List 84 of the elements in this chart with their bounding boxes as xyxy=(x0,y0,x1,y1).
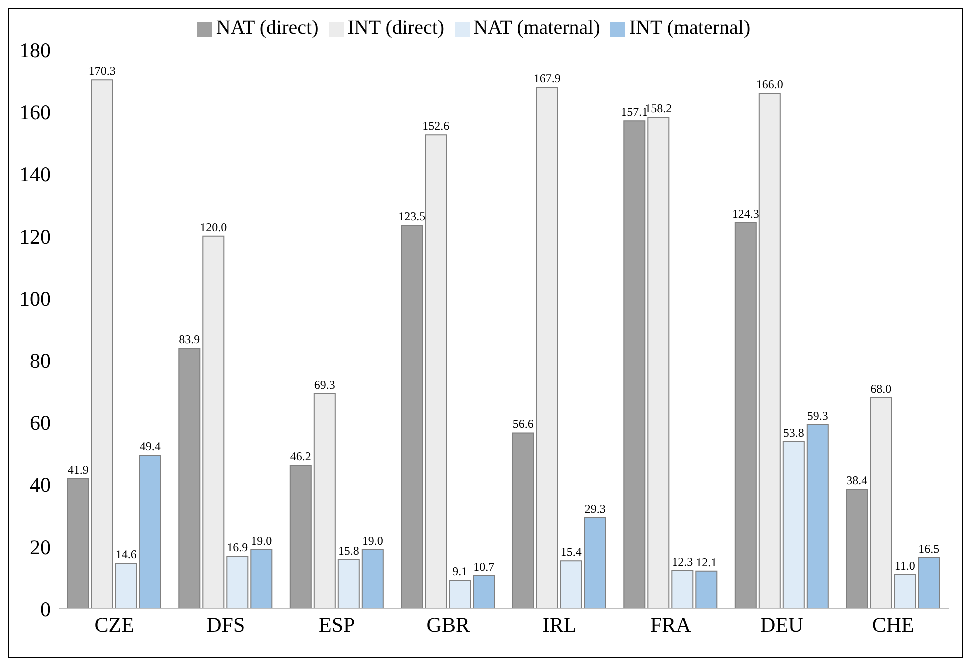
bar xyxy=(584,518,606,609)
bar xyxy=(67,478,90,609)
data-label: 12.1 xyxy=(696,555,718,570)
y-tick-label: 60 xyxy=(30,411,51,436)
bar xyxy=(894,574,916,609)
bar xyxy=(624,120,646,609)
y-tick-label: 160 xyxy=(20,100,51,125)
bar xyxy=(115,563,138,609)
x-tick-label: ESP xyxy=(319,612,356,637)
legend-label: NAT (direct) xyxy=(216,17,319,39)
y-tick-label: 40 xyxy=(30,473,51,498)
data-label: 46.2 xyxy=(290,450,312,464)
bar xyxy=(536,87,558,609)
data-label: 9.1 xyxy=(452,564,468,579)
bar xyxy=(139,455,162,609)
bar xyxy=(250,549,273,609)
legend-label: INT (direct) xyxy=(348,17,445,39)
data-label: 15.4 xyxy=(560,545,582,560)
bar xyxy=(648,117,670,609)
bar xyxy=(473,575,496,609)
bar xyxy=(449,580,472,609)
data-label: 152.6 xyxy=(422,119,450,134)
data-label: 68.0 xyxy=(870,382,892,396)
legend-label: NAT (maternal) xyxy=(474,17,600,39)
bar xyxy=(758,92,781,609)
bar xyxy=(512,432,534,609)
legend-label: INT (maternal) xyxy=(629,17,751,39)
bar xyxy=(560,560,582,609)
data-label: 49.4 xyxy=(140,440,161,454)
bar xyxy=(401,224,424,609)
bar xyxy=(91,80,114,609)
x-tick-label: IRL xyxy=(542,612,577,637)
data-label: 170.3 xyxy=(88,64,116,78)
bar xyxy=(314,393,336,609)
data-label: 15.8 xyxy=(338,544,360,558)
y-tick-label: 0 xyxy=(40,597,51,622)
data-label: 56.6 xyxy=(512,417,534,432)
bar xyxy=(672,570,694,609)
data-label: 12.3 xyxy=(672,554,694,569)
bar xyxy=(202,236,225,609)
x-tick-label: CZE xyxy=(94,612,134,637)
data-label: 124.3 xyxy=(732,206,760,221)
bar xyxy=(696,570,718,609)
y-tick-label: 120 xyxy=(20,224,51,249)
bar xyxy=(425,134,448,609)
data-label: 11.0 xyxy=(894,558,916,573)
x-tick-label: GBR xyxy=(426,612,470,637)
bar xyxy=(226,556,249,609)
bar xyxy=(806,424,829,609)
y-tick-label: 100 xyxy=(20,286,51,311)
data-label: 120.0 xyxy=(200,220,228,234)
y-tick-label: 20 xyxy=(30,535,51,560)
data-label: 38.4 xyxy=(846,474,868,488)
data-label: 59.3 xyxy=(807,408,828,423)
data-label: 16.9 xyxy=(227,540,248,555)
data-label: 16.5 xyxy=(918,542,940,556)
x-tick-label: DFS xyxy=(206,612,246,637)
data-label: 166.0 xyxy=(756,77,784,92)
data-label: 10.7 xyxy=(474,560,495,574)
y-tick-label: 140 xyxy=(20,162,51,187)
data-label: 19.0 xyxy=(362,534,384,548)
y-tick-label: 80 xyxy=(30,349,51,374)
data-label: 14.6 xyxy=(116,548,137,562)
bar xyxy=(846,489,868,609)
data-label: 123.5 xyxy=(398,209,426,224)
x-tick-label: CHE xyxy=(872,612,914,637)
data-label: 83.9 xyxy=(179,332,200,346)
bar xyxy=(782,441,805,609)
data-label: 167.9 xyxy=(534,72,561,86)
x-tick-label: DEU xyxy=(760,612,804,637)
bar xyxy=(290,465,312,609)
bar xyxy=(870,397,892,609)
bar xyxy=(918,557,940,609)
data-label: 53.8 xyxy=(783,426,804,440)
x-tick-label: FRA xyxy=(650,612,692,637)
bar xyxy=(362,549,384,609)
data-label: 19.0 xyxy=(251,534,272,548)
data-label: 29.3 xyxy=(584,502,606,516)
data-label: 41.9 xyxy=(68,462,89,477)
bar xyxy=(734,222,757,609)
bar xyxy=(178,348,201,609)
data-label: 69.3 xyxy=(314,378,336,392)
y-tick-label: 180 xyxy=(20,38,51,62)
bar xyxy=(338,559,360,609)
